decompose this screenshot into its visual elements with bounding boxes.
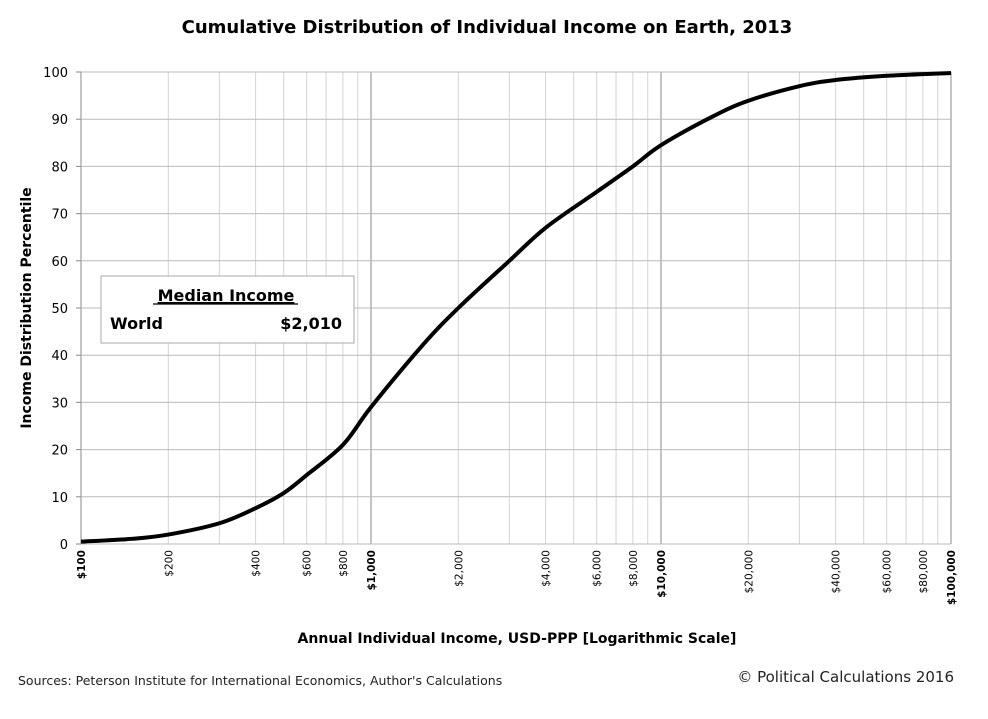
median-income-box: Median Income World $2,010: [100, 275, 355, 344]
x-tick-label: $800: [338, 550, 350, 577]
x-tick-label: $400: [251, 550, 263, 577]
y-tick-label: 30: [51, 396, 68, 411]
y-tick-label: 10: [51, 491, 68, 506]
x-tick-label: $10,000: [656, 550, 668, 598]
x-tick-label: $20,000: [743, 550, 755, 593]
x-tick-label: $600: [302, 550, 314, 577]
x-tick-label: $80,000: [918, 550, 930, 593]
x-tick-label: $100,000: [946, 550, 958, 605]
x-axis-label: Annual Individual Income, USD-PPP [Logar…: [298, 631, 737, 647]
x-tick-label: $60,000: [882, 550, 894, 593]
x-tick-label: $6,000: [592, 550, 604, 587]
x-tick-label: $4,000: [541, 550, 553, 587]
median-income-value: $2,010: [280, 314, 342, 333]
grid: [80, 71, 952, 545]
x-tick-label: $2,000: [453, 550, 465, 587]
y-ticks: 0 10 20 30 40 50 60 70 80 90 100: [43, 66, 81, 553]
y-tick-label: 90: [51, 113, 68, 128]
x-tick-label: $1,000: [366, 550, 378, 591]
y-tick-label: 50: [51, 302, 68, 317]
y-tick-label: 80: [51, 160, 68, 175]
chart-title: Cumulative Distribution of Individual In…: [182, 17, 793, 38]
median-income-title: Median Income: [158, 286, 295, 305]
copyright: © Political Calculations 2016: [737, 668, 954, 686]
x-tick-label: $100: [76, 550, 88, 579]
median-income-label: World: [110, 314, 163, 333]
x-tick-label: $8,000: [628, 550, 640, 587]
y-tick-label: 40: [51, 349, 68, 364]
x-ticks: $100 $200 $400 $600 $800 $1,000 $2,000 $4,000 $6…: [76, 550, 958, 605]
y-tick-label: 20: [51, 444, 68, 459]
y-tick-label: 0: [60, 538, 68, 553]
y-tick-label: 60: [51, 255, 68, 270]
series-line: [80, 70, 952, 544]
y-tick-label: 70: [51, 208, 68, 223]
y-tick-label: 100: [43, 66, 68, 81]
y-axis-label: Income Distribution Percentile: [19, 187, 35, 428]
sources-note: Sources: Peterson Institute for Internat…: [18, 673, 502, 688]
x-tick-label: $200: [163, 550, 175, 577]
x-tick-label: $40,000: [831, 550, 843, 593]
